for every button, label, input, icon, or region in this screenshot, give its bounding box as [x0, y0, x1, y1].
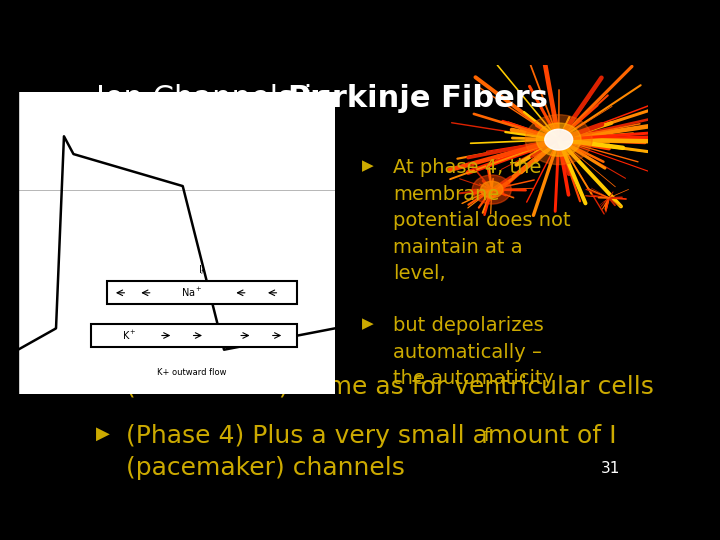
Bar: [91, 324, 297, 347]
Text: At phase 4, the
membrane
potential does not
maintain at a
level,: At phase 4, the membrane potential does …: [393, 158, 571, 284]
Text: ▶: ▶: [96, 375, 109, 393]
Text: ▶: ▶: [96, 424, 109, 442]
Text: Na$^+$: Na$^+$: [181, 286, 203, 299]
Circle shape: [480, 181, 503, 198]
Text: K+ outward flow: K+ outward flow: [158, 368, 227, 377]
Text: Ion Channels in: Ion Channels in: [96, 84, 341, 112]
Circle shape: [536, 123, 581, 156]
Bar: [107, 281, 297, 305]
Text: f: f: [483, 427, 490, 444]
Text: Purkinje Fibers: Purkinje Fibers: [288, 84, 548, 112]
Circle shape: [526, 114, 593, 165]
Text: ▶: ▶: [362, 316, 374, 332]
Text: (Phase 4) Plus a very small amount of I: (Phase 4) Plus a very small amount of I: [126, 424, 617, 448]
Text: (Phase 0 – 3) Same as for ventricular cells: (Phase 0 – 3) Same as for ventricular ce…: [126, 375, 654, 399]
Circle shape: [545, 129, 572, 150]
Text: 31: 31: [600, 462, 620, 476]
Text: I$_f$: I$_f$: [197, 263, 206, 277]
Text: (pacemaker) channels: (pacemaker) channels: [126, 456, 405, 480]
Circle shape: [472, 175, 511, 204]
Text: but depolarizes
automatically –
the automaticity: but depolarizes automatically – the auto…: [393, 316, 554, 388]
Text: ▶: ▶: [362, 158, 374, 173]
Text: K$^+$: K$^+$: [122, 329, 136, 342]
